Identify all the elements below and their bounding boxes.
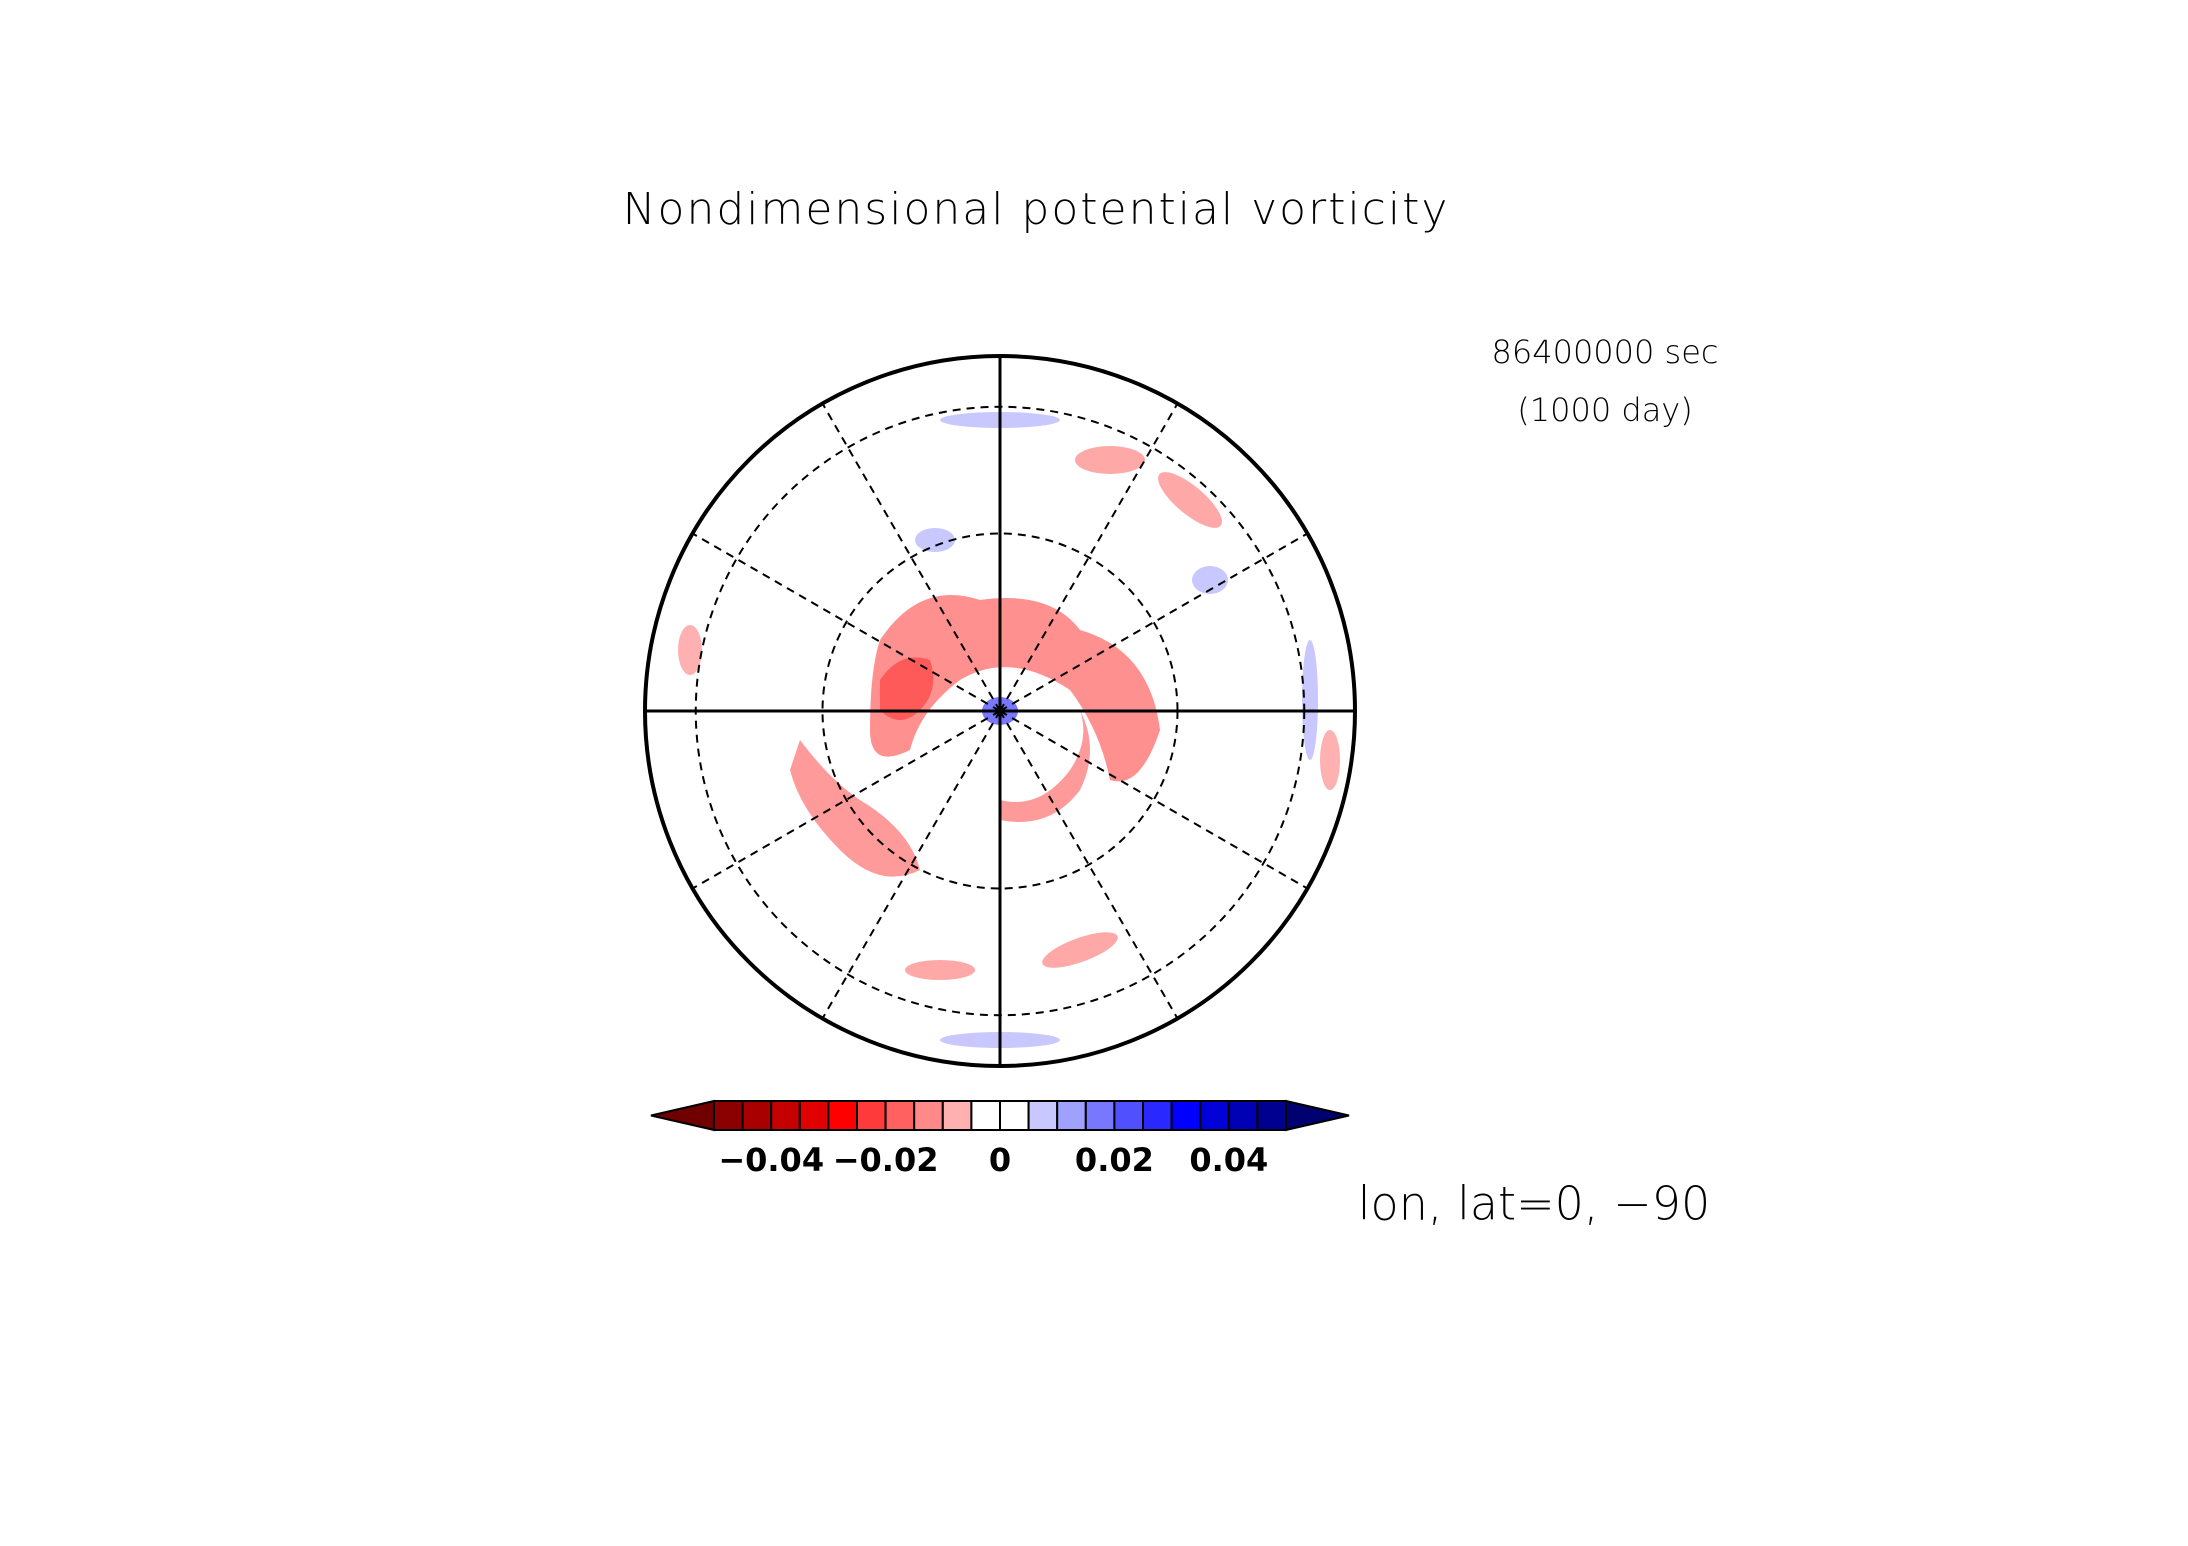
colorbar-box [1170, 1100, 1202, 1131]
colorbar-box [827, 1100, 859, 1131]
time-sub-label: (1000 day) [1517, 391, 1692, 429]
x-tick-label: 0 [989, 1141, 1011, 1179]
colorbar-box [713, 1100, 744, 1131]
colorbar-over [1285, 1099, 1350, 1132]
colorbar-box [999, 1100, 1030, 1131]
colorbar-box [1084, 1100, 1116, 1131]
footer-label: lon, lat=0, −90 [1358, 1177, 1710, 1231]
colorbar-box [741, 1100, 773, 1131]
field-blob [1075, 446, 1145, 474]
colorbar-box [1227, 1100, 1259, 1131]
meridian-dashed [999, 710, 1308, 890]
meridian-dashed [821, 710, 1001, 1019]
colorbar-box [770, 1100, 801, 1131]
x-tick-label: −0.02 [833, 1141, 939, 1179]
meridian-dashed [999, 532, 1308, 712]
field-shading [678, 412, 1340, 1048]
field-blob [1000, 710, 1090, 822]
colorbar-box [856, 1100, 887, 1131]
colorbar-box [970, 1100, 1002, 1131]
chart-title: Nondimensional potential vorticity [623, 184, 1450, 235]
meridian-dashed [999, 710, 1179, 1019]
colorbar-box [798, 1100, 830, 1131]
meridian-dashed [692, 710, 1001, 890]
field-blob [678, 625, 702, 675]
polar-map [643, 354, 1357, 1068]
x-tick-label: 0.04 [1189, 1141, 1268, 1179]
colorbar-box [1027, 1100, 1059, 1131]
colorbar-box [1142, 1100, 1173, 1131]
meridian-dashed [999, 403, 1179, 712]
field-blob [915, 528, 955, 552]
field-blob [905, 960, 975, 980]
colorbar-box [1199, 1100, 1230, 1131]
field-blob [1302, 640, 1318, 760]
map-boundary [643, 354, 1357, 1068]
colorbar-box [913, 1100, 944, 1131]
x-tick-label: 0.02 [1075, 1141, 1154, 1179]
field-blob [1192, 566, 1228, 594]
x-tick-label: −0.04 [718, 1141, 824, 1179]
colorbar-box [941, 1100, 973, 1131]
field-blob [1158, 472, 1222, 528]
field-blob [1042, 932, 1118, 968]
meridian-dashed [692, 532, 1001, 712]
colorbar-box [1256, 1100, 1288, 1131]
field-blob [1320, 730, 1340, 790]
colorbar-box [1113, 1100, 1145, 1131]
colorbar-box [1056, 1100, 1087, 1131]
meridian-dashed [821, 403, 1001, 712]
colorbar-box [884, 1100, 916, 1131]
colorbar-under [650, 1099, 715, 1132]
field-blob [870, 595, 1160, 782]
field-blob [790, 740, 920, 877]
field-blob [880, 657, 934, 720]
time-label: 86400000 sec [1492, 333, 1719, 371]
